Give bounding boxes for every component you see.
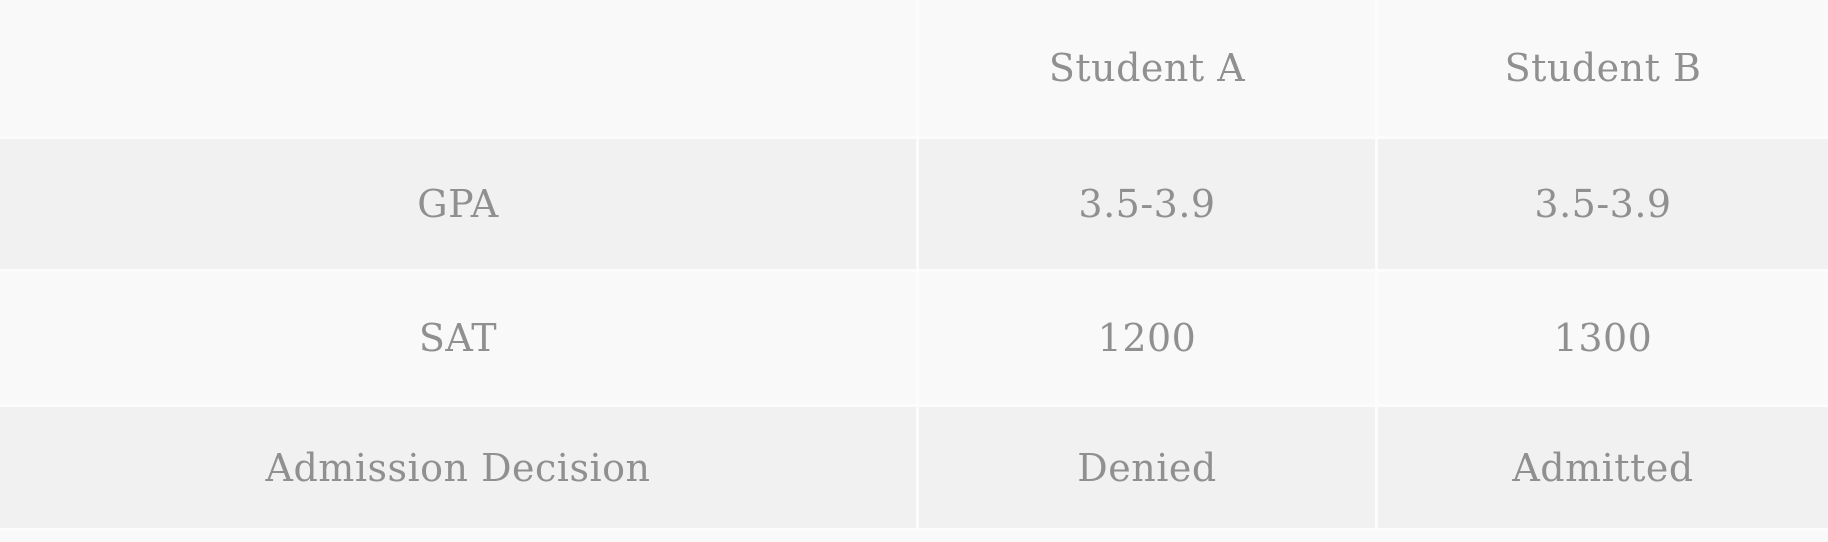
cell-sat-student-b: 1300 xyxy=(1378,272,1828,404)
cell-gpa-student-a: 3.5-3.9 xyxy=(919,139,1378,269)
next-row-partial xyxy=(0,528,1828,542)
row-label-gpa: GPA xyxy=(0,139,919,269)
cell-sat-student-a: 1200 xyxy=(919,272,1378,404)
cell-gpa-student-b: 3.5-3.9 xyxy=(1378,139,1828,269)
row-label-sat: SAT xyxy=(0,272,919,404)
header-cell-student-b: Student B xyxy=(1378,0,1828,136)
table-row-gpa: GPA 3.5-3.9 3.5-3.9 xyxy=(0,136,1828,269)
table-row-admission-decision: Admission Decision Denied Admitted xyxy=(0,404,1828,528)
table-header-row: Student A Student B xyxy=(0,0,1828,136)
table-row-sat: SAT 1200 1300 xyxy=(0,269,1828,404)
corner-cell xyxy=(0,0,919,136)
row-label-admission-decision: Admission Decision xyxy=(0,407,919,528)
header-cell-student-a: Student A xyxy=(919,0,1378,136)
cell-admission-student-a: Denied xyxy=(919,407,1378,528)
cell-admission-student-b: Admitted xyxy=(1378,407,1828,528)
